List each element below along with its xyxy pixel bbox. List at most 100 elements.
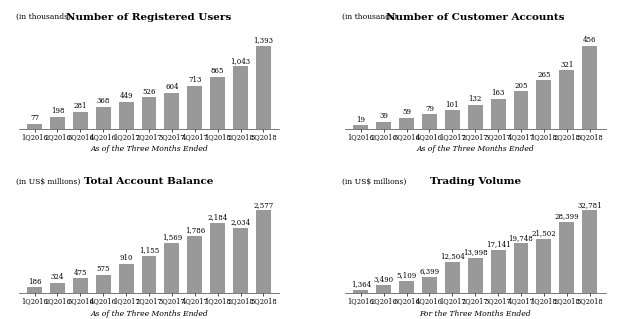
Bar (187, 236, 202, 293)
Text: 265: 265 (537, 71, 551, 79)
Bar (50, 117, 65, 129)
Bar (514, 91, 528, 129)
Text: 910: 910 (119, 255, 133, 263)
Text: 1,569: 1,569 (162, 233, 182, 241)
Bar (119, 264, 133, 293)
Bar (256, 211, 271, 293)
Text: 604: 604 (165, 83, 179, 91)
Text: 1,786: 1,786 (185, 226, 205, 234)
Text: 19,748: 19,748 (509, 234, 533, 242)
Bar (536, 80, 551, 129)
Title: Number of Customer Accounts: Number of Customer Accounts (386, 12, 564, 22)
Text: 281: 281 (74, 102, 87, 110)
Text: 2,577: 2,577 (253, 201, 274, 209)
Bar (445, 110, 460, 129)
Text: 3,490: 3,490 (373, 275, 394, 283)
Text: 77: 77 (30, 115, 39, 122)
Text: 865: 865 (211, 67, 224, 75)
Text: 12,504: 12,504 (440, 252, 465, 260)
Bar (353, 290, 368, 293)
Text: 1,393: 1,393 (253, 36, 273, 44)
X-axis label: As of the Three Months Ended: As of the Three Months Ended (90, 145, 208, 153)
Text: 198: 198 (51, 107, 64, 115)
Bar (399, 118, 414, 129)
Text: 2,184: 2,184 (208, 213, 228, 221)
Bar (142, 97, 156, 129)
Text: 1,155: 1,155 (139, 247, 159, 255)
Text: 163: 163 (491, 89, 505, 97)
Text: 1,364: 1,364 (350, 280, 371, 288)
Bar (582, 46, 597, 129)
Bar (445, 262, 460, 293)
Text: 449: 449 (119, 92, 133, 100)
Text: 713: 713 (188, 77, 201, 85)
Bar (27, 287, 42, 293)
Text: 17,141: 17,141 (486, 241, 510, 249)
Text: 1,043: 1,043 (231, 57, 251, 65)
Text: 59: 59 (402, 108, 411, 116)
Bar (422, 114, 437, 129)
Bar (559, 221, 574, 293)
Text: 456: 456 (583, 36, 596, 44)
Title: Trading Volume: Trading Volume (430, 177, 521, 186)
Bar (353, 125, 368, 129)
Text: 19: 19 (356, 115, 365, 123)
Bar (468, 105, 483, 129)
Text: 79: 79 (425, 105, 434, 113)
Bar (164, 243, 179, 293)
Text: 32,781: 32,781 (577, 201, 602, 209)
Text: 28,399: 28,399 (554, 212, 579, 220)
Text: 321: 321 (560, 61, 574, 69)
Text: 21,502: 21,502 (531, 229, 556, 237)
Bar (164, 93, 179, 129)
Text: 5,109: 5,109 (396, 271, 417, 279)
Text: 324: 324 (51, 273, 64, 281)
Bar (96, 107, 111, 129)
Bar (210, 223, 225, 293)
Bar (582, 211, 597, 293)
Bar (536, 239, 551, 293)
Bar (256, 46, 271, 129)
Text: 132: 132 (468, 95, 482, 103)
X-axis label: As of the Three Months Ended: As of the Three Months Ended (90, 310, 208, 318)
Text: 101: 101 (446, 100, 459, 108)
Bar (514, 243, 528, 293)
Bar (399, 280, 414, 293)
Bar (210, 77, 225, 129)
Text: 2,034: 2,034 (231, 218, 251, 226)
Bar (491, 250, 506, 293)
Bar (376, 285, 391, 293)
Bar (96, 275, 111, 293)
Text: 13,998: 13,998 (463, 249, 488, 256)
Bar (468, 258, 483, 293)
Text: (in US$ millions): (in US$ millions) (342, 178, 407, 186)
Text: 475: 475 (74, 269, 87, 277)
Bar (73, 278, 88, 293)
Text: 6,399: 6,399 (420, 268, 439, 276)
Text: 368: 368 (96, 97, 110, 105)
Text: 575: 575 (96, 265, 110, 273)
Bar (233, 66, 248, 129)
Bar (27, 124, 42, 129)
Text: (in US$ millions): (in US$ millions) (16, 178, 80, 186)
Bar (187, 86, 202, 129)
Title: Number of Registered Users: Number of Registered Users (66, 12, 232, 22)
Bar (119, 102, 133, 129)
X-axis label: As of the Three Months Ended: As of the Three Months Ended (417, 145, 534, 153)
Bar (142, 256, 156, 293)
Bar (491, 99, 506, 129)
Text: (in thousands): (in thousands) (16, 13, 71, 21)
Bar (233, 228, 248, 293)
Bar (376, 122, 391, 129)
Title: Total Account Balance: Total Account Balance (84, 177, 214, 186)
Text: 186: 186 (28, 278, 41, 286)
Text: (in thousands): (in thousands) (342, 13, 397, 21)
X-axis label: For the Three Months Ended: For the Three Months Ended (420, 310, 531, 318)
Bar (422, 277, 437, 293)
Bar (559, 70, 574, 129)
Text: 526: 526 (142, 88, 156, 96)
Bar (73, 112, 88, 129)
Text: 205: 205 (514, 82, 528, 90)
Text: 39: 39 (379, 112, 388, 120)
Bar (50, 283, 65, 293)
